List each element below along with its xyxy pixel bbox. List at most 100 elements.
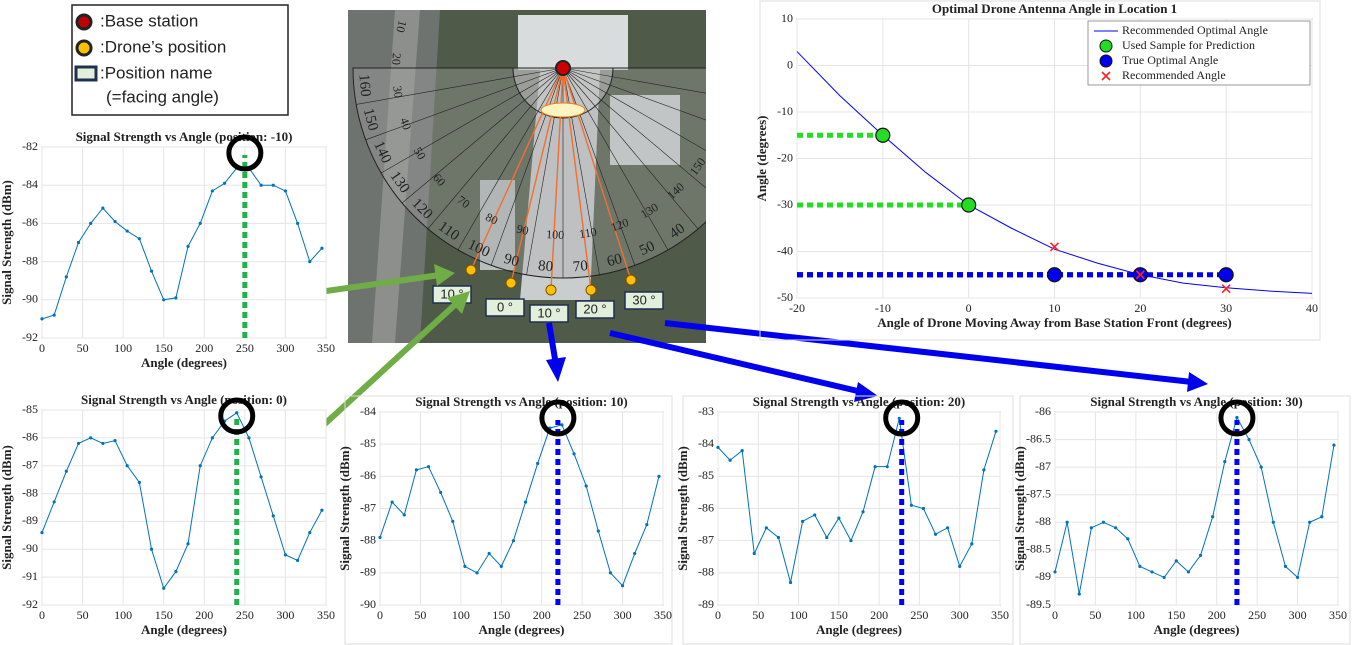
x-tick-label: 100 xyxy=(114,608,132,622)
data-point xyxy=(1199,554,1202,557)
data-point xyxy=(138,237,141,240)
protractor-label: 20 xyxy=(389,53,404,66)
position-label: 20 ° xyxy=(583,301,606,316)
x-tick-label: 0 xyxy=(377,608,383,622)
legend-label: True Optimal Angle xyxy=(1122,53,1218,67)
data-point xyxy=(1211,515,1214,518)
y-tick-label: -86 xyxy=(22,430,38,444)
x-tick-label: 30 xyxy=(1220,301,1232,315)
data-point xyxy=(308,260,311,263)
y-tick-label: -87 xyxy=(360,500,376,514)
data-point xyxy=(1126,537,1129,540)
x-tick-label: 100 xyxy=(114,341,132,355)
x-tick-label: 0 xyxy=(39,608,45,622)
x-tick-label: 100 xyxy=(1127,608,1145,622)
data-point xyxy=(898,417,901,420)
y-tick-label: -20 xyxy=(777,150,793,164)
x-tick-label: 0 xyxy=(39,341,45,355)
y-tick-label: -86 xyxy=(1035,404,1051,418)
x-tick-label: 20 xyxy=(1134,301,1146,315)
chart-title: Signal Strength vs Angle (position: 0) xyxy=(81,392,287,407)
data-point xyxy=(765,526,768,529)
x-tick-label: 350 xyxy=(317,341,335,355)
legend-swatch xyxy=(1100,40,1112,52)
data-point xyxy=(1284,565,1287,568)
data-point xyxy=(113,439,116,442)
data-point xyxy=(621,584,624,587)
data-point xyxy=(813,513,816,516)
data-point xyxy=(1308,521,1311,524)
drone-icon xyxy=(77,41,91,55)
data-point xyxy=(801,520,804,523)
y-tick-label: -84 xyxy=(360,404,376,418)
x-axis-label: Angle (degrees) xyxy=(141,355,227,370)
x-tick-label: 250 xyxy=(1248,608,1266,622)
data-point xyxy=(53,500,56,503)
data-point xyxy=(1332,443,1335,446)
data-point xyxy=(89,436,92,439)
y-tick-label: -88.5 xyxy=(1026,542,1051,556)
y-axis-label: Signal Strength (dBm) xyxy=(0,445,14,570)
data-point xyxy=(415,468,418,471)
protractor-label: 70 xyxy=(572,258,588,275)
data-point xyxy=(1048,268,1062,282)
data-point xyxy=(1150,570,1153,573)
data-point xyxy=(77,241,80,244)
data-point xyxy=(391,500,394,503)
data-point xyxy=(910,504,913,507)
data-point xyxy=(77,442,80,445)
data-point xyxy=(186,245,189,248)
data-point xyxy=(1320,515,1323,518)
x-tick-label: 300 xyxy=(276,608,294,622)
x-tick-label: 40 xyxy=(1306,301,1318,315)
data-point xyxy=(186,542,189,545)
data-point xyxy=(1163,576,1166,579)
data-point xyxy=(427,465,430,468)
data-point xyxy=(777,536,780,539)
building xyxy=(518,15,628,70)
x-tick-label: 350 xyxy=(991,608,1009,622)
x-tick-label: -10 xyxy=(875,301,891,315)
data-point xyxy=(284,189,287,192)
legend-text: :Base station xyxy=(100,11,198,30)
data-point xyxy=(1066,521,1069,524)
y-tick-label: -90 xyxy=(22,541,38,555)
y-axis-label: Signal Strength (dBm) xyxy=(1012,446,1027,571)
data-point xyxy=(235,411,238,414)
data-point xyxy=(934,533,937,536)
y-tick-label: -86 xyxy=(22,215,38,229)
drone-cluster xyxy=(541,103,585,117)
y-tick-label: -82 xyxy=(22,139,38,153)
data-point xyxy=(1235,416,1238,419)
arrow xyxy=(665,323,1192,382)
legend-swatch xyxy=(1100,55,1112,67)
data-point xyxy=(199,464,202,467)
data-point xyxy=(320,247,323,250)
data-point xyxy=(150,548,153,551)
y-tick-label: -87 xyxy=(698,532,714,546)
y-tick-label: -89 xyxy=(22,513,38,527)
x-tick-label: 150 xyxy=(1167,608,1185,622)
data-point xyxy=(837,517,840,520)
data-point xyxy=(463,565,466,568)
chart-title: Optimal Drone Antenna Angle in Location … xyxy=(932,1,1177,16)
data-point xyxy=(1296,576,1299,579)
legend-text: :Position name xyxy=(100,63,212,82)
y-tick-label: -86 xyxy=(698,500,714,514)
data-point xyxy=(861,510,864,513)
data-point xyxy=(728,459,731,462)
x-tick-label: 50 xyxy=(414,608,426,622)
data-point xyxy=(113,220,116,223)
x-tick-label: 250 xyxy=(236,341,254,355)
chart-title: Signal Strength vs Angle (position: 10) xyxy=(415,394,628,409)
y-tick-label: -10 xyxy=(777,104,793,118)
data-point xyxy=(1138,565,1141,568)
x-tick-label: 150 xyxy=(830,608,848,622)
data-point xyxy=(89,222,92,225)
y-tick-label: -92 xyxy=(22,330,38,344)
data-point xyxy=(65,275,68,278)
y-tick-label: -88 xyxy=(360,532,376,546)
data-point xyxy=(1175,559,1178,562)
data-point xyxy=(320,509,323,512)
arrow-head xyxy=(1187,372,1208,392)
